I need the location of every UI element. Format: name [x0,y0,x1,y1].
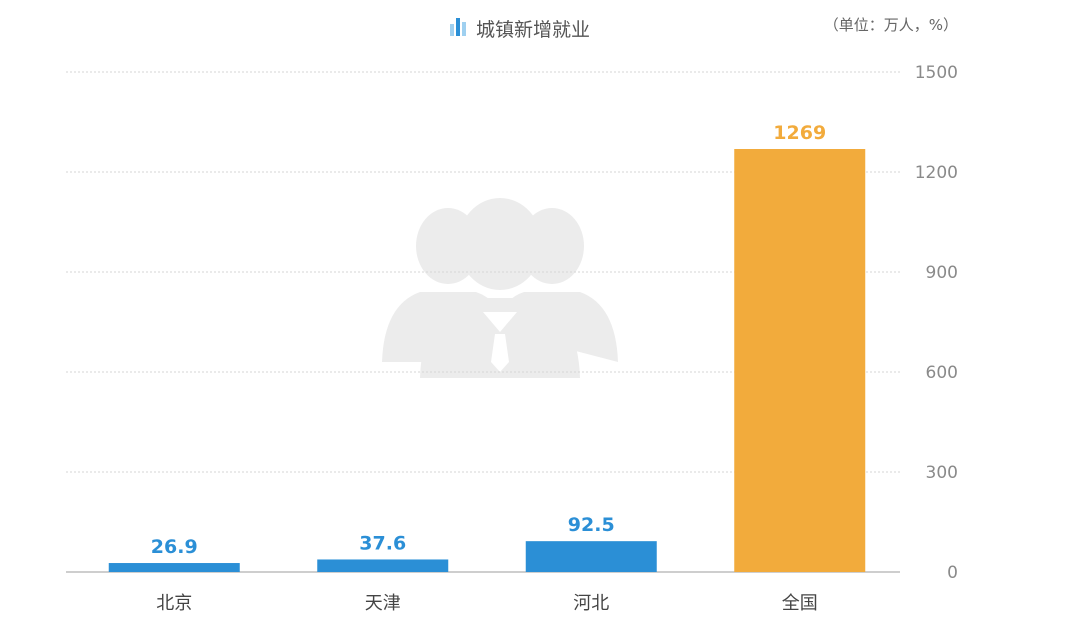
gridlines [66,71,900,473]
chart-title-text: 城镇新增就业 [476,19,590,41]
bars [108,149,866,572]
y-tick-label: 1500 [915,63,958,83]
bar [525,541,657,572]
bar [734,149,866,572]
value-label: 92.5 [568,514,615,536]
bar [317,559,449,572]
y-tick-label: 600 [926,363,958,383]
y-tick-label: 300 [926,463,958,483]
title-icon-bar-3 [462,22,466,36]
category-label: 北京 [156,593,192,614]
value-label: 37.6 [359,532,406,554]
bar [108,563,240,572]
value-label: 26.9 [151,536,198,558]
people-silhouette-icon [382,198,618,378]
category-label: 天津 [365,593,401,614]
category-label: 河北 [573,593,609,614]
y-tick-label: 1200 [915,163,958,183]
y-tick-label: 0 [947,563,958,583]
title-icon-bar-2 [456,18,460,36]
unit-note: （单位：万人，%） [824,16,958,34]
category-labels: 北京 天津 河北 全国 [156,593,818,614]
category-label: 全国 [782,593,818,614]
chart-title: 城镇新增就业 [450,18,590,41]
title-icon-bar-1 [450,24,454,36]
value-labels: 26.9 37.6 92.5 1269 [151,122,826,558]
value-label: 1269 [773,122,826,144]
y-axis-ticks: 0 300 600 900 1200 1500 [915,63,958,583]
y-tick-label: 900 [926,263,958,283]
